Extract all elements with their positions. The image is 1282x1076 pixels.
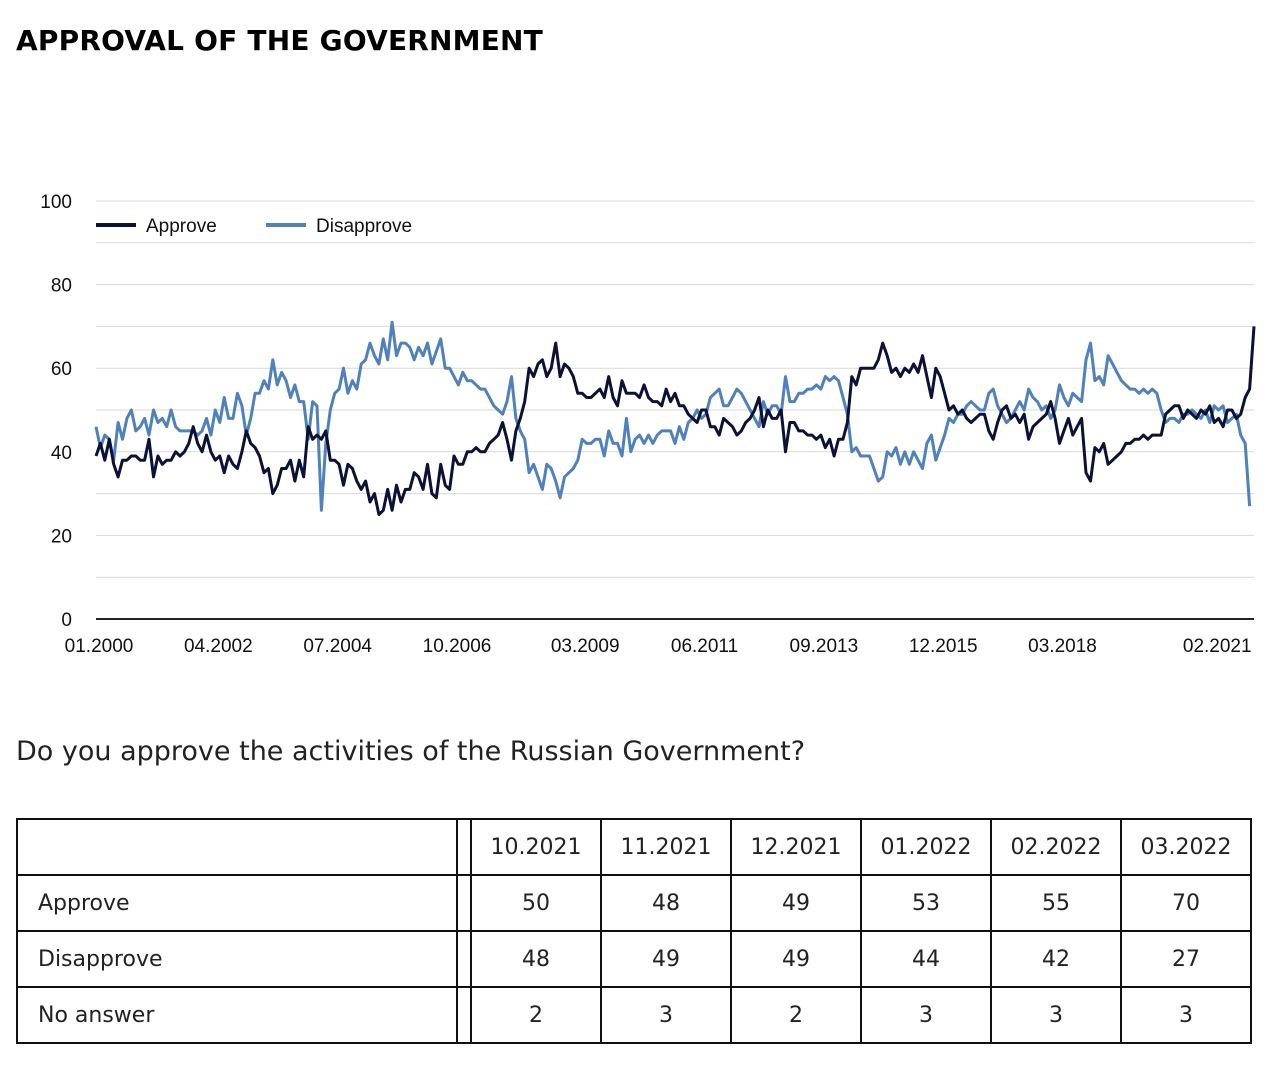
x-tick-label: 02.2021 <box>1183 636 1252 657</box>
series-line-approve <box>94 326 1256 516</box>
x-tick-label: 12.2015 <box>909 636 978 657</box>
page-title: APPROVAL OF THE GOVERNMENT <box>16 24 543 57</box>
table-cell: 42 <box>990 930 1122 988</box>
table-cell: 2 <box>730 986 862 1044</box>
chart-legend: Approve Disapprove <box>96 216 412 237</box>
table-cell: 3 <box>1120 986 1252 1044</box>
column-header: 03.2022 <box>1120 818 1252 876</box>
table-cell: 49 <box>730 930 862 988</box>
y-tick-label: 80 <box>51 276 72 297</box>
table-cell: 53 <box>860 874 992 932</box>
row-label: Disapprove <box>16 930 458 988</box>
x-tick-label: 09.2013 <box>790 636 859 657</box>
x-tick-label: 04.2002 <box>184 636 253 657</box>
column-header: 01.2022 <box>860 818 992 876</box>
table-spacer-cell <box>456 986 472 1044</box>
y-axis-ticks: 0 20 40 60 80 100 <box>40 192 72 631</box>
row-label: Approve <box>16 874 458 932</box>
series-line-disapprove <box>94 320 1252 512</box>
y-tick-label: 40 <box>51 443 72 464</box>
table-cell: 48 <box>600 874 732 932</box>
table-cell: 2 <box>470 986 602 1044</box>
table-spacer-cell <box>456 818 472 876</box>
legend-label-disapprove: Disapprove <box>316 216 412 237</box>
row-label: No answer <box>16 986 458 1044</box>
table-row: Approve 50 48 49 53 55 70 <box>16 874 1252 932</box>
y-tick-label: 100 <box>40 192 72 213</box>
column-header: 12.2021 <box>730 818 862 876</box>
table-spacer-cell <box>456 874 472 932</box>
table-cell: 49 <box>600 930 732 988</box>
table-cell: 70 <box>1120 874 1252 932</box>
x-tick-label: 03.2009 <box>551 636 620 657</box>
approval-line-chart: 0 20 40 60 80 100 01.2000 04.2002 07.2004 10.200… <box>40 192 1256 657</box>
table-cell: 44 <box>860 930 992 988</box>
table-cell: 49 <box>730 874 862 932</box>
survey-question: Do you approve the activities of the Rus… <box>16 736 806 767</box>
y-tick-label: 60 <box>51 359 72 380</box>
table-cell: 3 <box>600 986 732 1044</box>
series-lines <box>94 320 1256 516</box>
column-header: 11.2021 <box>600 818 732 876</box>
table-header-row: 10.2021 11.2021 12.2021 01.2022 02.2022 … <box>16 818 1252 876</box>
table-corner-cell <box>16 818 458 876</box>
grid-lines <box>96 200 1254 620</box>
table-cell: 3 <box>860 986 992 1044</box>
column-header: 10.2021 <box>470 818 602 876</box>
legend-label-approve: Approve <box>146 216 217 237</box>
table-cell: 55 <box>990 874 1122 932</box>
column-header: 02.2022 <box>990 818 1122 876</box>
x-tick-label: 07.2004 <box>303 636 372 657</box>
table-cell: 3 <box>990 986 1122 1044</box>
table-spacer-cell <box>456 930 472 988</box>
table-cell: 27 <box>1120 930 1252 988</box>
x-tick-label: 10.2006 <box>423 636 492 657</box>
table-row: No answer 2 3 2 3 3 3 <box>16 986 1252 1044</box>
table-cell: 50 <box>470 874 602 932</box>
y-tick-label: 20 <box>51 526 72 547</box>
x-tick-label: 06.2011 <box>671 636 738 657</box>
table-row: Disapprove 48 49 49 44 42 27 <box>16 930 1252 988</box>
x-tick-label: 01.2000 <box>65 636 134 657</box>
x-axis-ticks: 01.2000 04.2002 07.2004 10.2006 03.2009 06.20… <box>65 636 1252 657</box>
table-cell: 48 <box>470 930 602 988</box>
y-tick-label: 0 <box>61 610 72 631</box>
x-tick-label: 03.2018 <box>1028 636 1097 657</box>
results-table: 10.2021 11.2021 12.2021 01.2022 02.2022 … <box>16 818 1252 1044</box>
